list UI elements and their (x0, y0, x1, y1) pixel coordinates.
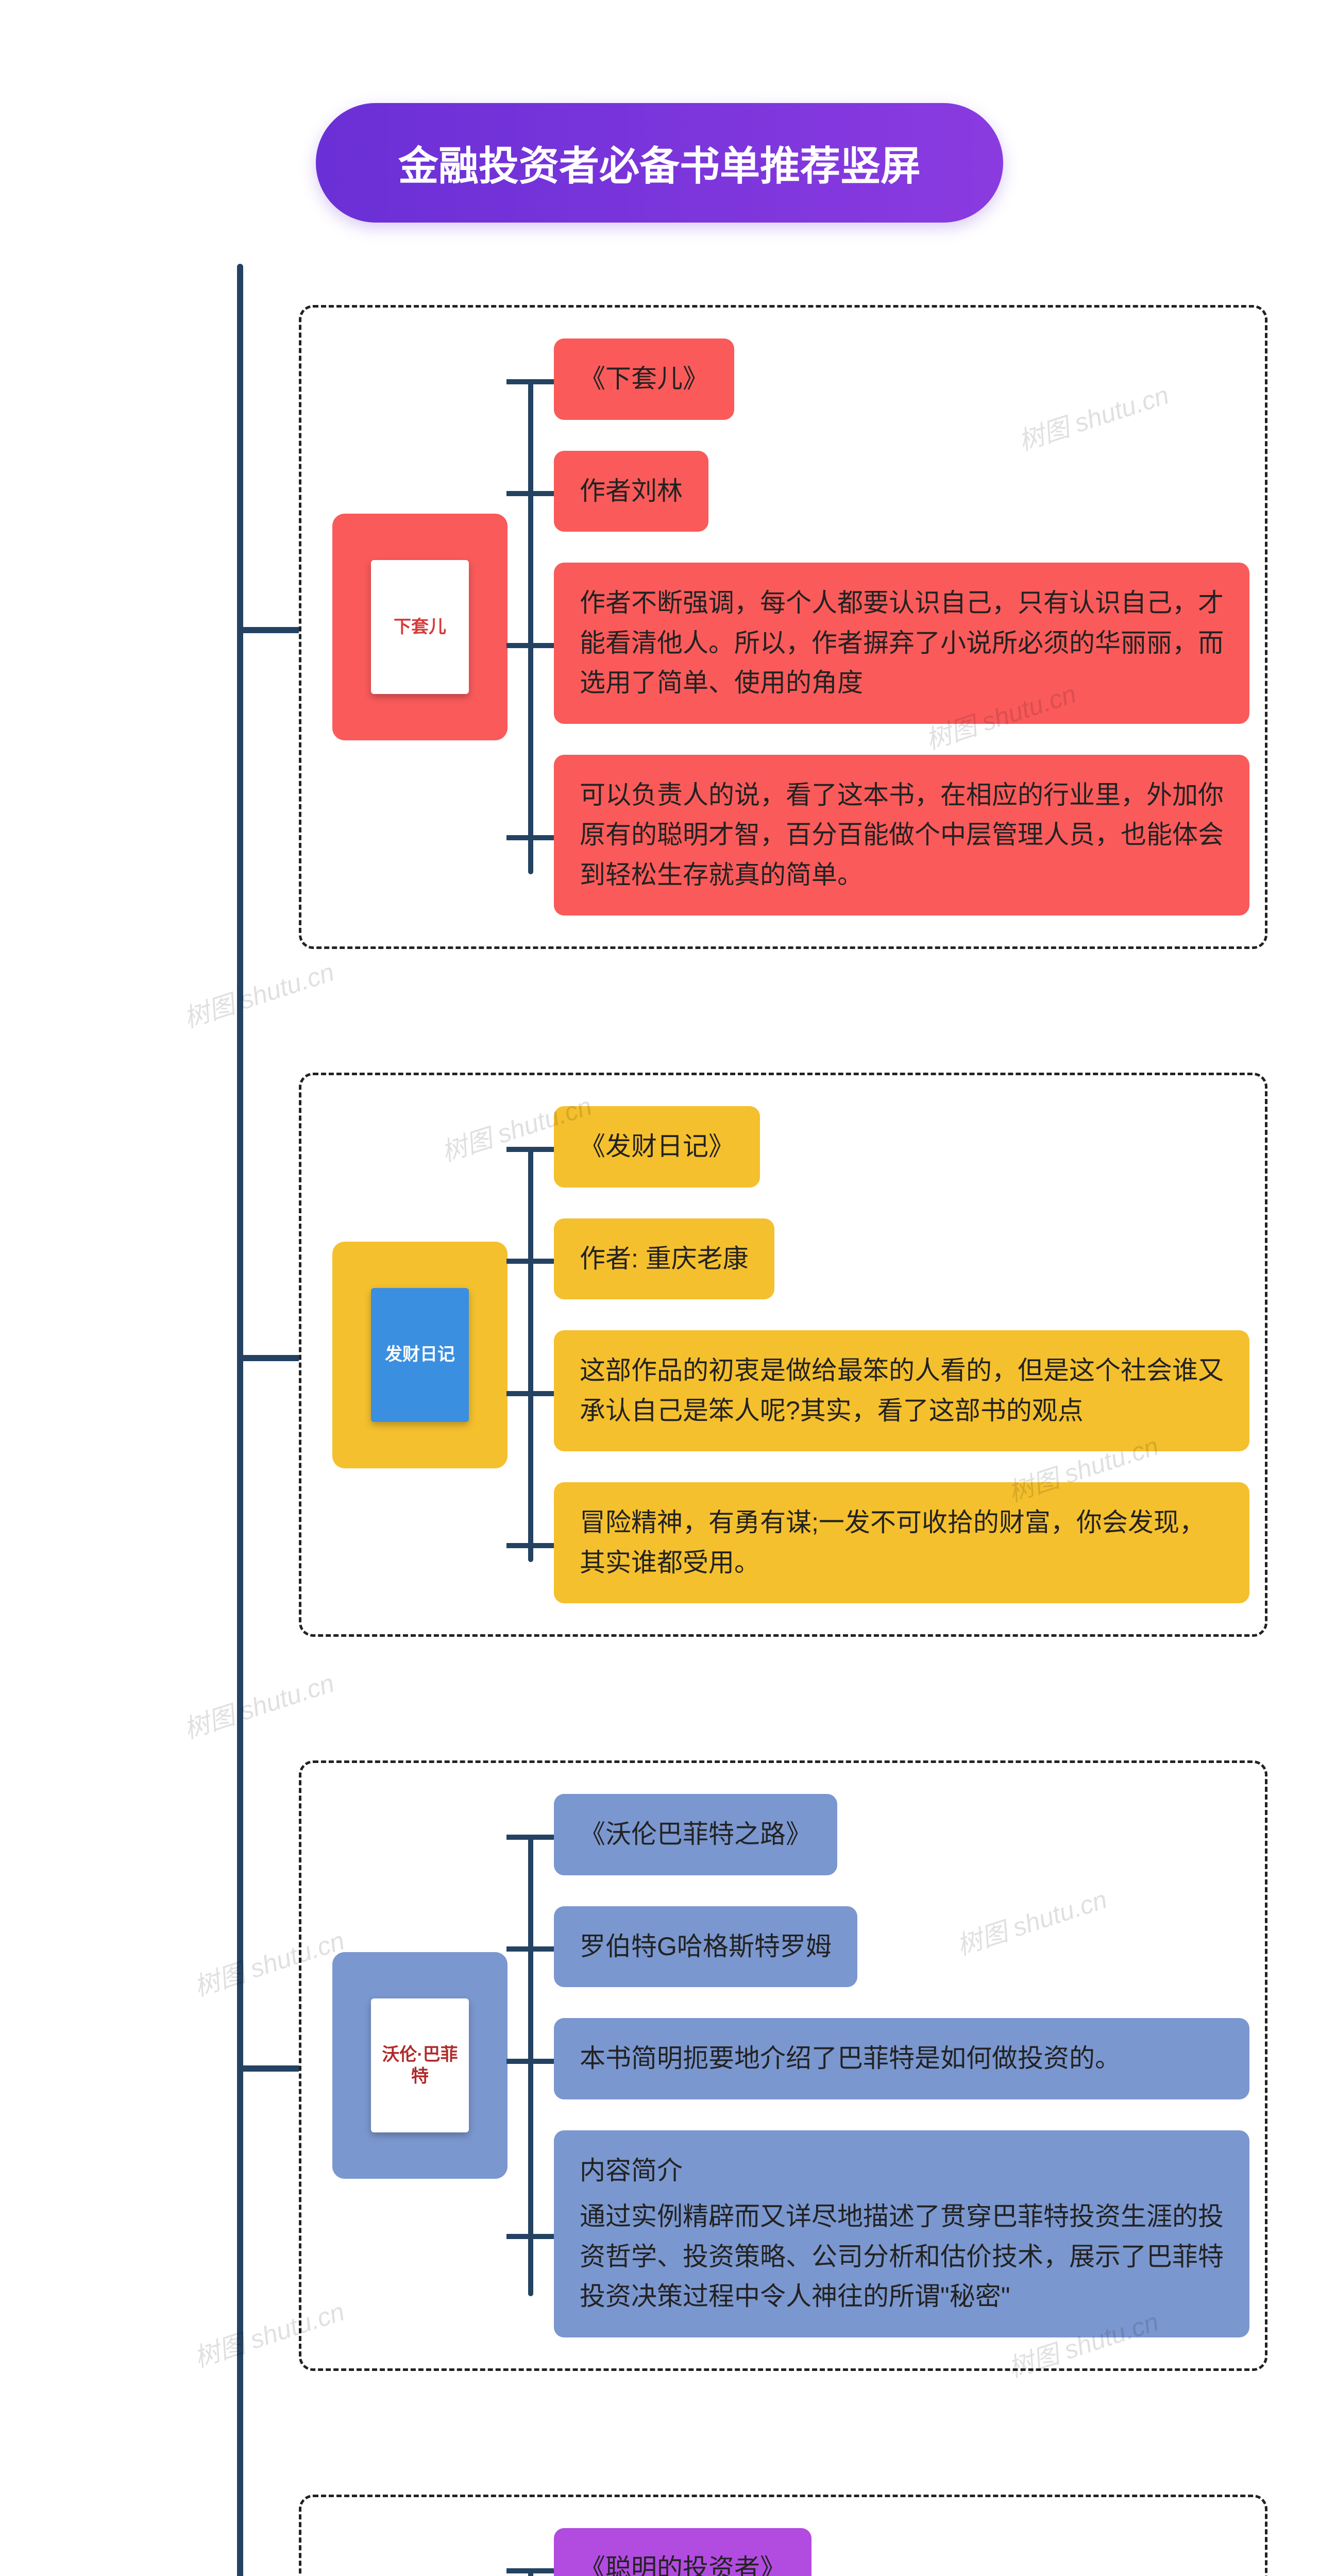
book-item: 《发财日记》 (554, 1106, 760, 1188)
item-connector (506, 835, 554, 840)
book-thumb: 发财日记 (371, 1288, 469, 1422)
branch-connector (237, 627, 299, 633)
item-text: 冒险精神，有勇有谋;一发不可收拾的财富，你会发现，其实谁都受用。 (580, 1508, 1205, 1577)
item-connector (506, 2568, 554, 2573)
book-item: 作者刘林 (554, 451, 708, 532)
book-item: 内容简介通过实例精辟而又详尽地描述了贯穿巴菲特投资生涯的投资哲学、投资策略、公司… (554, 2130, 1249, 2337)
item-text: 《沃伦巴菲特之路》 (580, 1820, 811, 1849)
book-thumb: 下套儿 (371, 560, 469, 694)
book-group-box: 聪明的投资者《聪明的投资者》本杰明格雷厄姆内容简介这是一本投资实务领域的世界级和… (299, 2495, 1267, 2576)
book-branch: 沃伦·巴菲特《沃伦巴菲特之路》罗伯特G哈格斯特罗姆本书简明扼要地介绍了巴菲特是如… (242, 1760, 1273, 2371)
book-items: 《聪明的投资者》本杰明格雷厄姆内容简介这是一本投资实务领域的世界级和世纪级的经典… (554, 2528, 1249, 2576)
book-group-box: 沃伦·巴菲特《沃伦巴菲特之路》罗伯特G哈格斯特罗姆本书简明扼要地介绍了巴菲特是如… (299, 1760, 1267, 2371)
item-connector (506, 1946, 554, 1952)
book-item: 可以负责人的说，看了这本书，在相应的行业里，外加你原有的聪明才智，百分百能做个中… (554, 755, 1249, 916)
item-text: 《聪明的投资者》 (580, 2554, 786, 2576)
root-title: 金融投资者必备书单推荐竖屏 (316, 103, 1003, 223)
watermark: 树图 shutu.cn (178, 952, 338, 1035)
book-cover-card: 下套儿 (332, 514, 508, 740)
item-text: 这部作品的初衷是做给最笨的人看的，但是这个社会谁又承认自己是笨人呢?其实，看了这… (580, 1356, 1224, 1425)
mindmap-tree: 下套儿《下套儿》作者刘林作者不断强调，每个人都要认识自己，只有认识自己，才能看清… (46, 264, 1273, 2576)
book-branch: 发财日记《发财日记》作者: 重庆老康 这部作品的初衷是做给最笨的人看的，但是这个… (242, 1073, 1273, 1637)
item-connector (506, 643, 554, 648)
item-text: 《发财日记》 (580, 1132, 734, 1161)
item-connector (506, 1147, 554, 1152)
book-item: 冒险精神，有勇有谋;一发不可收拾的财富，你会发现，其实谁都受用。 (554, 1482, 1249, 1603)
book-thumb: 沃伦·巴菲特 (371, 1998, 469, 2132)
item-text: 《下套儿》 (580, 364, 708, 393)
item-connector (506, 379, 554, 384)
book-items: 《沃伦巴菲特之路》罗伯特G哈格斯特罗姆本书简明扼要地介绍了巴菲特是如何做投资的。… (554, 1794, 1249, 2337)
item-connector (506, 2234, 554, 2239)
book-group-box: 发财日记《发财日记》作者: 重庆老康 这部作品的初衷是做给最笨的人看的，但是这个… (299, 1073, 1267, 1637)
book-item: 本书简明扼要地介绍了巴菲特是如何做投资的。 (554, 2018, 1249, 2099)
item-label: 内容简介 (580, 2151, 1224, 2191)
book-item: 罗伯特G哈格斯特罗姆 (554, 1906, 857, 1988)
items-spine (528, 380, 533, 874)
book-item: 《沃伦巴菲特之路》 (554, 1794, 837, 1875)
item-text: 作者刘林 (580, 477, 683, 505)
branch-connector (237, 2065, 299, 2072)
item-connector (506, 1543, 554, 1548)
items-spine (528, 1147, 533, 1562)
watermark: 树图 shutu.cn (178, 1663, 338, 1746)
book-branch: 聪明的投资者《聪明的投资者》本杰明格雷厄姆内容简介这是一本投资实务领域的世界级和… (242, 2495, 1273, 2576)
item-connector (506, 2059, 554, 2064)
book-group-box: 下套儿《下套儿》作者刘林作者不断强调，每个人都要认识自己，只有认识自己，才能看清… (299, 305, 1267, 949)
items-spine (528, 1835, 533, 2296)
book-item: 《聪明的投资者》 (554, 2528, 811, 2576)
item-connector (506, 1391, 554, 1396)
book-branch: 下套儿《下套儿》作者刘林作者不断强调，每个人都要认识自己，只有认识自己，才能看清… (242, 305, 1273, 949)
book-item: 作者不断强调，每个人都要认识自己，只有认识自己，才能看清他人。所以，作者摒弃了小… (554, 563, 1249, 724)
book-cover-card: 沃伦·巴菲特 (332, 1952, 508, 2179)
item-text: 本书简明扼要地介绍了巴菲特是如何做投资的。 (580, 2044, 1121, 2073)
item-connector (506, 1835, 554, 1840)
item-text: 可以负责人的说，看了这本书，在相应的行业里，外加你原有的聪明才智，百分百能做个中… (580, 781, 1224, 889)
book-items: 《发财日记》作者: 重庆老康 这部作品的初衷是做给最笨的人看的，但是这个社会谁又… (554, 1106, 1249, 1603)
item-text: 作者: 重庆老康 (580, 1244, 749, 1273)
book-item: 这部作品的初衷是做给最笨的人看的，但是这个社会谁又承认自己是笨人呢?其实，看了这… (554, 1330, 1249, 1451)
book-item: 作者: 重庆老康 (554, 1218, 774, 1300)
book-items: 《下套儿》作者刘林作者不断强调，每个人都要认识自己，只有认识自己，才能看清他人。… (554, 338, 1249, 916)
book-item: 《下套儿》 (554, 338, 734, 420)
item-text: 通过实例精辟而又详尽地描述了贯穿巴菲特投资生涯的投资哲学、投资策略、公司分析和估… (580, 2202, 1224, 2311)
diagram-root: 金融投资者必备书单推荐竖屏 下套儿《下套儿》作者刘林作者不断强调，每个人都要认识… (0, 103, 1319, 2576)
book-cover-card: 发财日记 (332, 1242, 508, 1468)
branch-connector (237, 1355, 299, 1361)
item-connector (506, 491, 554, 496)
item-text: 作者不断强调，每个人都要认识自己，只有认识自己，才能看清他人。所以，作者摒弃了小… (580, 588, 1224, 697)
item-text: 罗伯特G哈格斯特罗姆 (580, 1932, 832, 1961)
item-connector (506, 1259, 554, 1264)
